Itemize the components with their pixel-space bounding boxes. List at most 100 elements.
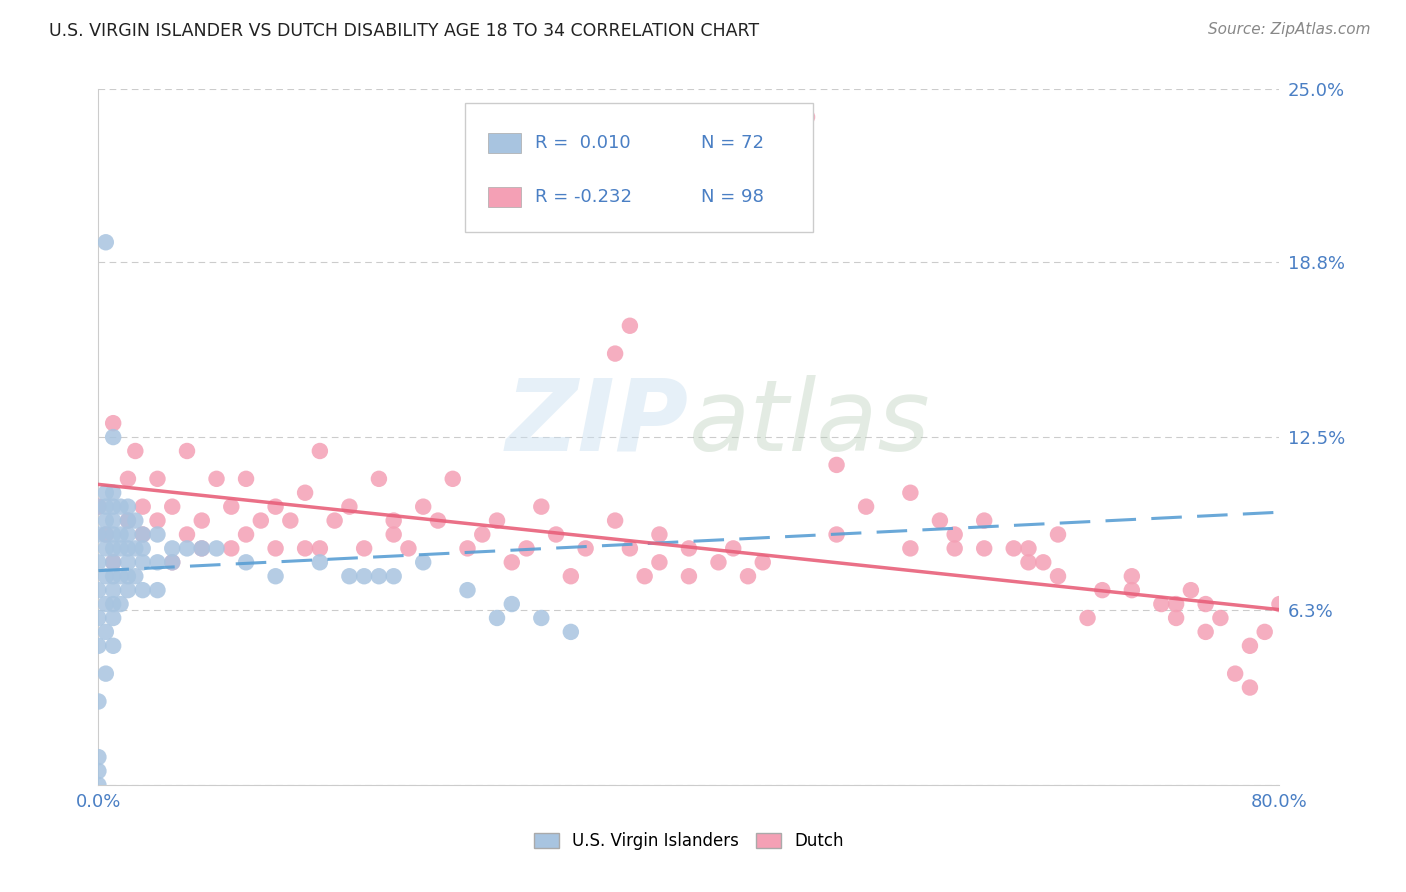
Point: [117, 514, 139, 528]
Point: [103, 597, 125, 611]
Point: [94, 527, 117, 541]
Point: [94, 514, 117, 528]
Point: [103, 485, 125, 500]
Point: [796, 110, 818, 124]
Text: U.S. VIRGIN ISLANDER VS DUTCH DISABILITY AGE 18 TO 34 CORRELATION CHART: U.S. VIRGIN ISLANDER VS DUTCH DISABILITY…: [49, 22, 759, 40]
Point: [678, 569, 700, 583]
Point: [309, 555, 332, 569]
Point: [162, 541, 183, 556]
Point: [264, 569, 287, 583]
Point: [457, 583, 479, 598]
Text: N = 98: N = 98: [700, 188, 763, 206]
Point: [87, 500, 110, 514]
Point: [678, 541, 700, 556]
Point: [103, 555, 125, 569]
Text: R =  0.010: R = 0.010: [536, 134, 631, 152]
Point: [103, 527, 125, 541]
Point: [1254, 624, 1277, 639]
Point: [575, 541, 598, 556]
Point: [176, 444, 198, 458]
Point: [162, 555, 183, 569]
Point: [94, 527, 117, 541]
Point: [87, 583, 110, 598]
Point: [382, 527, 405, 541]
Point: [87, 611, 110, 625]
Point: [87, 778, 110, 792]
Point: [117, 583, 139, 598]
Point: [294, 541, 316, 556]
Point: [235, 527, 257, 541]
Point: [1121, 583, 1143, 598]
Point: [929, 514, 952, 528]
Point: [412, 555, 434, 569]
Point: [87, 750, 110, 764]
Point: [110, 500, 132, 514]
Point: [87, 500, 110, 514]
Point: [634, 569, 657, 583]
Point: [648, 527, 671, 541]
Point: [132, 527, 155, 541]
Point: [146, 583, 169, 598]
Point: [427, 514, 450, 528]
Point: [103, 430, 125, 444]
Point: [1268, 597, 1291, 611]
Point: [103, 569, 125, 583]
Point: [471, 527, 494, 541]
Point: [530, 611, 553, 625]
Point: [309, 444, 332, 458]
Text: Source: ZipAtlas.com: Source: ZipAtlas.com: [1208, 22, 1371, 37]
Point: [486, 611, 509, 625]
Point: [117, 555, 139, 569]
Point: [221, 500, 243, 514]
Point: [501, 555, 523, 569]
Point: [110, 597, 132, 611]
Point: [368, 569, 391, 583]
Point: [1077, 611, 1099, 625]
Text: R = -0.232: R = -0.232: [536, 188, 633, 206]
Point: [176, 541, 198, 556]
Point: [117, 472, 139, 486]
Point: [382, 569, 405, 583]
Point: [87, 555, 110, 569]
Point: [191, 541, 214, 556]
Point: [1046, 569, 1070, 583]
Point: [398, 541, 420, 556]
Point: [103, 500, 125, 514]
Point: [825, 458, 848, 472]
Point: [110, 527, 132, 541]
FancyBboxPatch shape: [488, 133, 522, 153]
Point: [94, 624, 117, 639]
Point: [752, 555, 775, 569]
Point: [339, 569, 361, 583]
Point: [605, 346, 627, 360]
Point: [117, 500, 139, 514]
FancyBboxPatch shape: [464, 103, 813, 232]
Point: [943, 541, 966, 556]
Point: [280, 514, 302, 528]
Point: [648, 555, 671, 569]
FancyBboxPatch shape: [488, 187, 522, 207]
Point: [94, 500, 117, 514]
Point: [1239, 639, 1261, 653]
Point: [546, 527, 568, 541]
Point: [103, 555, 125, 569]
Point: [132, 527, 155, 541]
Point: [103, 583, 125, 598]
Point: [146, 527, 169, 541]
Point: [1166, 597, 1188, 611]
Point: [1225, 666, 1247, 681]
Point: [1239, 681, 1261, 695]
Point: [737, 569, 759, 583]
Point: [619, 541, 641, 556]
Text: ZIP: ZIP: [506, 375, 689, 472]
Point: [516, 541, 538, 556]
Point: [900, 485, 922, 500]
Point: [1091, 583, 1114, 598]
Point: [900, 541, 922, 556]
Point: [323, 514, 346, 528]
Point: [1195, 624, 1218, 639]
Point: [235, 472, 257, 486]
Point: [103, 639, 125, 653]
Point: [264, 541, 287, 556]
Point: [707, 555, 730, 569]
